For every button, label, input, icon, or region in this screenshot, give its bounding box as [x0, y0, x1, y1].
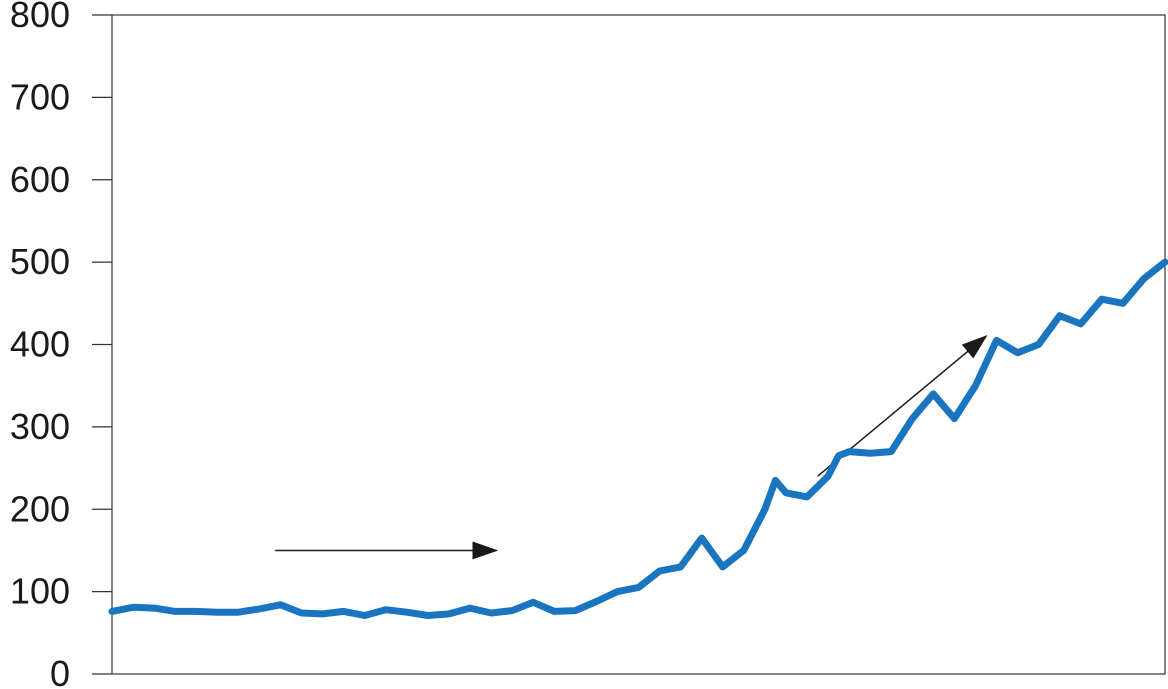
series-group [108, 258, 1168, 619]
y-axis: 0 100 200 300 400 500 600 700 800 [10, 0, 112, 689]
annotations [275, 334, 988, 560]
y-tick-label: 200 [10, 488, 70, 529]
y-tick-label: 600 [10, 159, 70, 200]
y-tick-label: 400 [10, 324, 70, 365]
y-tick-label: 300 [10, 406, 70, 447]
y-tick-label: 700 [10, 76, 70, 117]
y-tick-label: 0 [50, 653, 70, 689]
series-line [108, 258, 1168, 619]
y-tick-label: 100 [10, 571, 70, 612]
y-tick-label: 500 [10, 241, 70, 282]
y-tick-label: 800 [10, 0, 70, 35]
